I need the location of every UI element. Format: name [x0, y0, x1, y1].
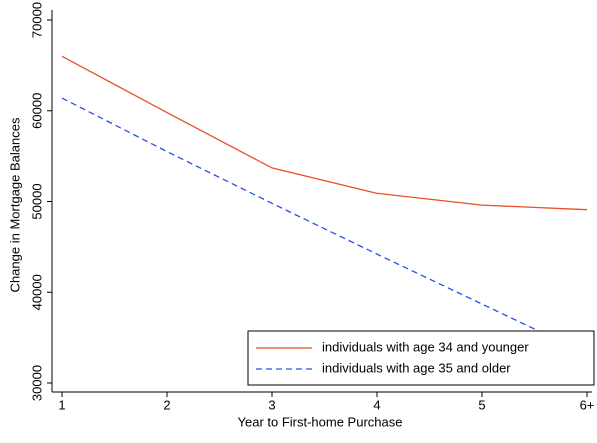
series-line	[61, 97, 588, 355]
y-tick-label: 70000	[29, 2, 44, 38]
x-tick-label: 4	[373, 397, 380, 412]
y-tick-label: 30000	[29, 365, 44, 401]
y-tick-label: 50000	[29, 183, 44, 219]
series-line	[61, 55, 588, 211]
x-tick-label: 6+	[580, 397, 595, 412]
x-tick-label: 5	[478, 397, 485, 412]
x-tick-label: 3	[268, 397, 275, 412]
y-axis-label: Change in Mortgage Balances	[7, 117, 22, 292]
legend-label: individuals with age 34 and younger	[322, 339, 529, 354]
x-tick-label: 1	[58, 397, 65, 412]
x-tick-label: 2	[163, 397, 170, 412]
legend-label: individuals with age 35 and older	[322, 360, 511, 375]
y-tick-label: 40000	[29, 274, 44, 310]
legend-box	[247, 330, 595, 386]
y-tick-label: 60000	[29, 93, 44, 129]
x-axis-label: Year to First-home Purchase	[238, 414, 403, 429]
